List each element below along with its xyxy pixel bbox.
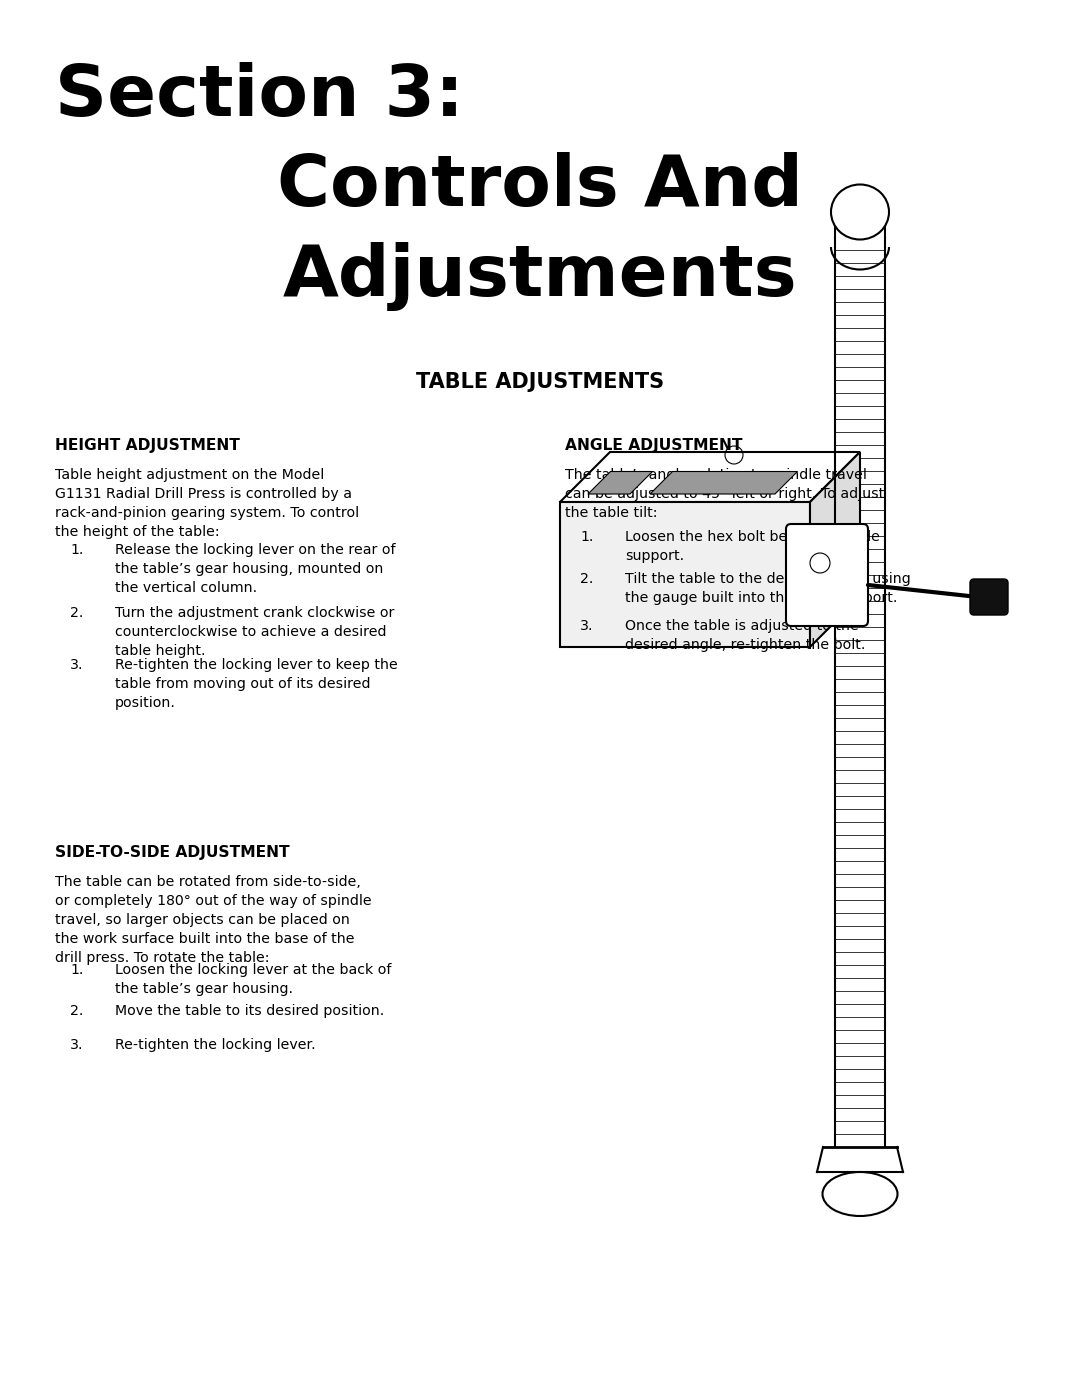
Text: SIDE-TO-SIDE ADJUSTMENT: SIDE-TO-SIDE ADJUSTMENT <box>55 845 289 861</box>
FancyBboxPatch shape <box>786 524 868 626</box>
Text: The table’s angle relative to spindle travel
can be adjusted to 45° left or righ: The table’s angle relative to spindle tr… <box>565 468 885 520</box>
Text: 1.: 1. <box>70 963 83 977</box>
Ellipse shape <box>831 184 889 239</box>
Bar <box>835 212 885 247</box>
Polygon shape <box>561 453 860 502</box>
Text: Re-tighten the locking lever.: Re-tighten the locking lever. <box>114 1038 315 1052</box>
Text: 1.: 1. <box>70 543 83 557</box>
Text: Release the locking lever on the rear of
the table’s gear housing, mounted on
th: Release the locking lever on the rear of… <box>114 543 395 595</box>
Text: Loosen the hex bolt below the table
support.: Loosen the hex bolt below the table supp… <box>625 529 880 563</box>
Text: Table height adjustment on the Model
G1131 Radial Drill Press is controlled by a: Table height adjustment on the Model G11… <box>55 468 360 539</box>
Polygon shape <box>650 472 797 495</box>
Text: Once the table is adjusted to the
desired angle, re-tighten the bolt.: Once the table is adjusted to the desire… <box>625 619 865 652</box>
Text: 3.: 3. <box>580 619 594 633</box>
Text: Loosen the locking lever at the back of
the table’s gear housing.: Loosen the locking lever at the back of … <box>114 963 391 996</box>
Polygon shape <box>588 472 652 495</box>
Polygon shape <box>561 502 810 647</box>
Text: ANGLE ADJUSTMENT: ANGLE ADJUSTMENT <box>565 439 743 453</box>
Text: Tilt the table to the desired angle, using
the gauge built into the table suppor: Tilt the table to the desired angle, usi… <box>625 571 910 605</box>
FancyBboxPatch shape <box>970 578 1008 615</box>
Text: Turn the adjustment crank clockwise or
counterclockwise to achieve a desired
tab: Turn the adjustment crank clockwise or c… <box>114 606 394 658</box>
Text: 2.: 2. <box>70 1004 83 1018</box>
Text: Re-tighten the locking lever to keep the
table from moving out of its desired
po: Re-tighten the locking lever to keep the… <box>114 658 397 710</box>
Text: Adjustments: Adjustments <box>283 242 797 312</box>
Text: HEIGHT ADJUSTMENT: HEIGHT ADJUSTMENT <box>55 439 240 453</box>
Text: 1.: 1. <box>580 529 593 543</box>
Polygon shape <box>810 453 860 647</box>
Text: Controls And: Controls And <box>276 152 804 221</box>
Text: The table can be rotated from side-to-side,
or completely 180° out of the way of: The table can be rotated from side-to-si… <box>55 875 372 965</box>
Text: 3.: 3. <box>70 1038 83 1052</box>
Text: Move the table to its desired position.: Move the table to its desired position. <box>114 1004 384 1018</box>
Text: 3.: 3. <box>70 658 83 672</box>
Text: 2.: 2. <box>580 571 593 585</box>
Ellipse shape <box>823 1172 897 1215</box>
Text: Section 3:: Section 3: <box>55 61 464 131</box>
Text: TABLE ADJUSTMENTS: TABLE ADJUSTMENTS <box>416 372 664 393</box>
Text: 2.: 2. <box>70 606 83 620</box>
